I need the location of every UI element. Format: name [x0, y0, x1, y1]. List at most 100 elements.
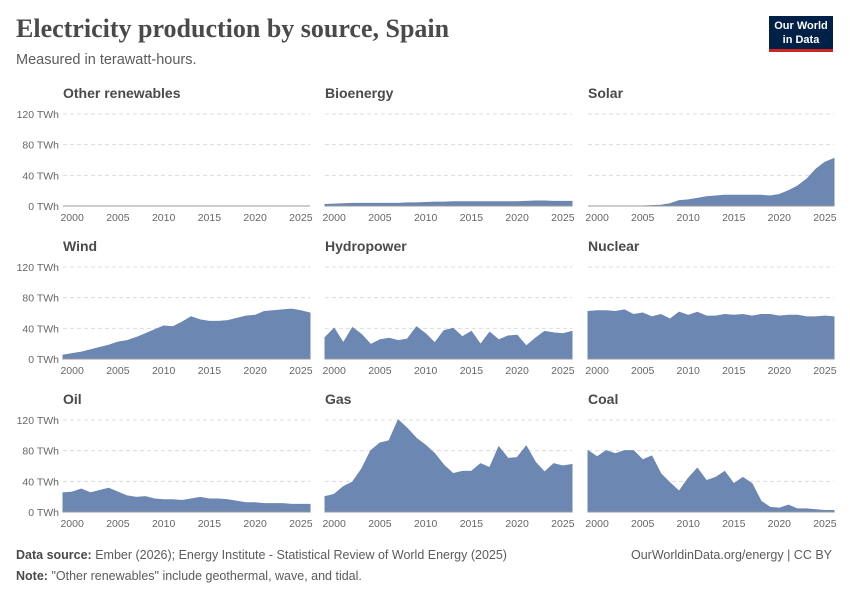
- x-tick-label: 2000: [585, 518, 609, 530]
- y-tick-label: 40 TWh: [22, 476, 59, 488]
- x-tick-label: 2015: [198, 212, 222, 224]
- x-tick-label: 2010: [677, 212, 701, 224]
- logo-line-1: Our World: [774, 20, 828, 32]
- y-tick-label: 0 TWh: [28, 201, 59, 213]
- x-tick-label: 2020: [243, 212, 267, 224]
- y-tick-label: 80 TWh: [22, 293, 59, 305]
- panel-gas: Gas 2000 2005 2010 2015 2020 2025: [322, 391, 574, 530]
- x-tick-label: 2020: [768, 518, 792, 530]
- x-tick-label: 2010: [152, 365, 176, 377]
- y-tick-label: 120 TWh: [17, 415, 60, 427]
- x-tick-label: 2005: [368, 365, 392, 377]
- owid-logo[interactable]: Our World in Data: [769, 16, 833, 52]
- source-text[interactable]: Ember (2026); Energy Institute - Statist…: [95, 548, 507, 562]
- x-tick-label: 2015: [722, 212, 746, 224]
- x-tick-label: 2020: [243, 365, 267, 377]
- x-tick-label: 2020: [243, 518, 267, 530]
- x-tick-label: 2000: [60, 518, 84, 530]
- area-nuclear: [587, 309, 835, 360]
- y-tick-label: 40 TWh: [22, 323, 59, 335]
- logo-line-2: in Data: [782, 34, 820, 46]
- x-tick-label: 2005: [631, 212, 655, 224]
- panel-other-renewables: Other renewables 0 TWh 40 TWh 80 TWh 120 TWh…: [17, 85, 313, 224]
- x-tick-label: 2015: [722, 365, 746, 377]
- x-tick-label: 2025: [289, 212, 313, 224]
- panel-title-nuclear: Nuclear: [588, 238, 640, 254]
- x-tick-label: 2015: [460, 518, 484, 530]
- x-tick-label: 2015: [198, 518, 222, 530]
- x-tick-label: 2025: [289, 518, 313, 530]
- x-tick-label: 2025: [813, 365, 837, 377]
- panel-wind: Wind 0 TWh 40 TWh 80 TWh 120 TWh 2000 2005 2010…: [17, 238, 313, 377]
- area-solar: [588, 157, 835, 207]
- x-tick-label: 2010: [677, 365, 701, 377]
- area-gas: [324, 419, 573, 513]
- x-tick-label: 2005: [631, 365, 655, 377]
- x-tick-label: 2020: [768, 212, 792, 224]
- y-tick-label: 120 TWh: [17, 262, 60, 274]
- x-tick-label: 2025: [813, 212, 837, 224]
- x-tick-label: 2005: [106, 212, 130, 224]
- panel-title-coal: Coal: [588, 391, 618, 407]
- x-tick-label: 2010: [414, 212, 438, 224]
- panel-coal: Coal 2000 2005 2010 2015 2020 2025: [585, 391, 836, 530]
- panel-title-bioenergy: Bioenergy: [325, 85, 394, 101]
- x-tick-label: 2010: [677, 518, 701, 530]
- x-tick-label: 2020: [505, 518, 529, 530]
- x-tick-label: 2005: [368, 518, 392, 530]
- y-tick-label: 0 TWh: [28, 354, 59, 366]
- footer-note: Note: "Other renewables" include geother…: [16, 569, 362, 583]
- x-tick-label: 2025: [813, 518, 837, 530]
- panel-title-other-renewables: Other renewables: [63, 85, 181, 101]
- y-tick-label: 80 TWh: [22, 446, 59, 458]
- x-tick-label: 2000: [60, 212, 84, 224]
- x-tick-label: 2000: [585, 212, 609, 224]
- chart-subtitle: Measured in terawatt-hours.: [16, 52, 197, 68]
- footer-credit[interactable]: OurWorldinData.org/energy | CC BY: [630, 548, 832, 562]
- x-tick-label: 2000: [322, 212, 346, 224]
- y-tick-label: 80 TWh: [22, 140, 59, 152]
- x-tick-label: 2015: [198, 365, 222, 377]
- note-label: Note:: [16, 569, 48, 583]
- panel-title-wind: Wind: [63, 238, 97, 254]
- panel-oil: Oil 0 TWh 40 TWh 80 TWh 120 TWh 2000 2005 2010 2…: [17, 391, 313, 530]
- area-oil: [62, 487, 311, 513]
- x-tick-label: 2000: [60, 365, 84, 377]
- x-tick-label: 2005: [631, 518, 655, 530]
- x-tick-label: 2015: [460, 212, 484, 224]
- x-tick-label: 2025: [551, 518, 575, 530]
- note-text: "Other renewables" include geothermal, w…: [51, 569, 362, 583]
- x-tick-label: 2020: [768, 365, 792, 377]
- panel-solar: Solar 2000 2005 2010 2015 2020 2025: [585, 85, 836, 224]
- area-wind: [62, 308, 311, 360]
- y-tick-label: 0 TWh: [28, 507, 59, 519]
- x-tick-label: 2010: [152, 212, 176, 224]
- y-tick-label: 120 TWh: [17, 109, 60, 121]
- x-tick-label: 2025: [551, 365, 575, 377]
- x-tick-label: 2005: [106, 518, 130, 530]
- small-multiples-chart: Other renewables 0 TWh 40 TWh 80 TWh 120 TWh…: [17, 85, 837, 530]
- panel-title-solar: Solar: [588, 85, 624, 101]
- x-tick-label: 2010: [152, 518, 176, 530]
- footer-source: Data source: Ember (2026); Energy Instit…: [16, 548, 507, 562]
- x-tick-label: 2000: [322, 518, 346, 530]
- y-tick-label: 40 TWh: [22, 170, 59, 182]
- panel-nuclear: Nuclear 2000 2005 2010 2015 2020 2025: [585, 238, 836, 377]
- source-label: Data source:: [16, 548, 92, 562]
- x-tick-label: 2025: [551, 212, 575, 224]
- x-tick-label: 2015: [722, 518, 746, 530]
- x-tick-label: 2020: [505, 212, 529, 224]
- panel-title-gas: Gas: [325, 391, 352, 407]
- x-tick-label: 2000: [322, 365, 346, 377]
- x-tick-label: 2010: [414, 518, 438, 530]
- x-tick-label: 2005: [368, 212, 392, 224]
- chart-title: Electricity production by source, Spain: [16, 14, 450, 43]
- x-tick-label: 2020: [505, 365, 529, 377]
- x-tick-label: 2015: [460, 365, 484, 377]
- panel-title-oil: Oil: [63, 391, 82, 407]
- x-tick-label: 2025: [289, 365, 313, 377]
- x-tick-label: 2000: [585, 365, 609, 377]
- panel-title-hydropower: Hydropower: [325, 238, 407, 254]
- area-hydropower: [324, 326, 573, 360]
- x-tick-label: 2005: [106, 365, 130, 377]
